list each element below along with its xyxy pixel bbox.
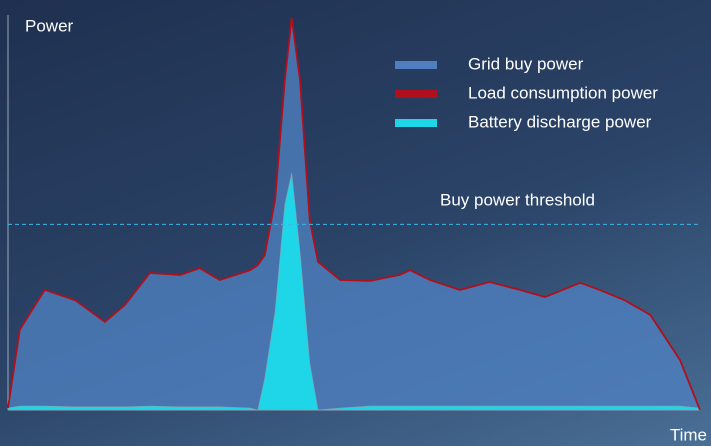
legend-swatch (395, 90, 437, 98)
area (8, 18, 700, 410)
line (7, 18, 701, 411)
legend-label: Grid buy power (468, 54, 584, 73)
legend-label: Load consumption power (468, 83, 658, 102)
legend-label: Battery discharge power (468, 112, 652, 131)
threshold-label: Buy power threshold (440, 190, 595, 209)
area (7, 172, 701, 411)
x-axis-label: Time (670, 425, 707, 444)
legend-swatch (395, 119, 437, 127)
y-axis-label: Power (25, 16, 74, 35)
legend-swatch (395, 61, 437, 69)
